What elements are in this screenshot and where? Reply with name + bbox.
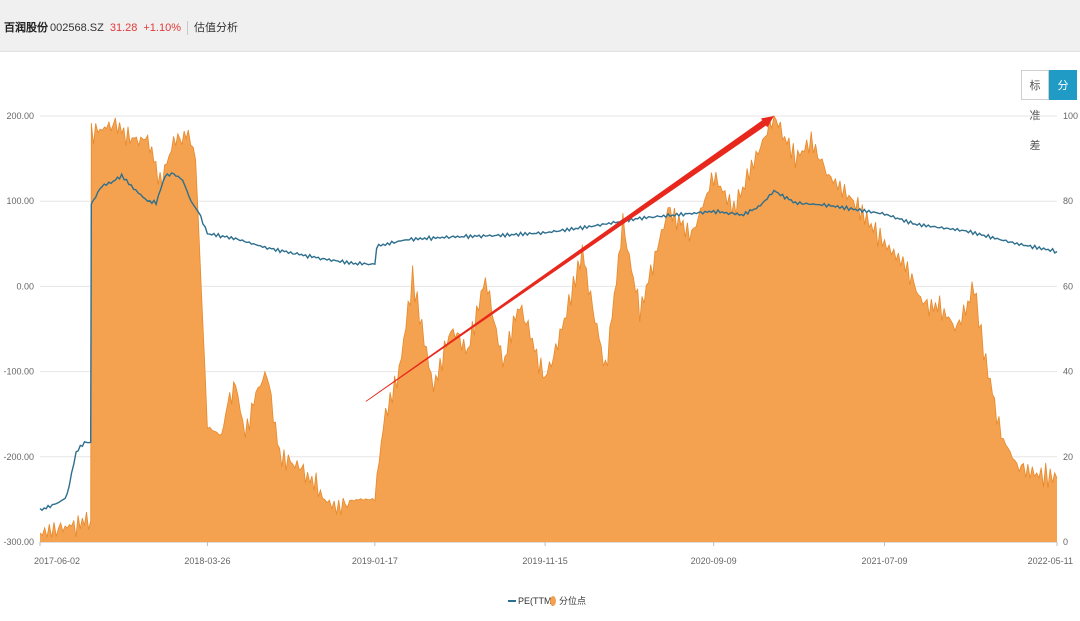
view-toggle: 标准差 分位点 bbox=[1021, 70, 1077, 152]
left-axis-ticks: 200.00 100.00 0.00 -100.00 -200.00 -300.00 bbox=[3, 111, 34, 547]
x-axis-tick-label: 2019-01-17 bbox=[352, 556, 398, 566]
left-axis-tick-label: 200.00 bbox=[6, 111, 34, 121]
left-axis-tick-label: 100.00 bbox=[6, 196, 34, 206]
percentile-area-edge bbox=[39, 114, 1058, 538]
legend-percentile-swatch bbox=[550, 596, 556, 606]
legend-percentile-label[interactable]: 分位点 bbox=[559, 595, 586, 606]
legend-pe-label[interactable]: PE(TTM) bbox=[518, 596, 555, 606]
x-axis-tick-label: 2021-07-09 bbox=[861, 556, 907, 566]
stock-name: 百润股份 bbox=[4, 22, 48, 34]
stock-info: 百润股份 002568.SZ 31.28 +1.10% 估值分析 bbox=[4, 19, 238, 36]
trend-arrow bbox=[365, 116, 774, 402]
header-divider bbox=[186, 21, 188, 36]
x-axis-tick-label: 2022-05-11 bbox=[1028, 556, 1073, 566]
left-axis-tick-label: 0.00 bbox=[16, 281, 34, 291]
left-axis-tick-label: -300.00 bbox=[3, 537, 34, 547]
pe-ttm-line bbox=[39, 172, 1058, 512]
x-axis-tick-label: 2018-03-26 bbox=[184, 556, 230, 566]
stock-header-bar: 百润股份 002568.SZ 31.28 +1.10% 估值分析 bbox=[0, 0, 1080, 52]
right-axis-tick-label: 0 bbox=[1063, 537, 1068, 547]
right-axis-tick-label: 100 bbox=[1063, 111, 1078, 121]
right-axis-tick-label: 40 bbox=[1063, 367, 1073, 377]
right-axis-tick-label: 60 bbox=[1063, 281, 1073, 291]
percentile-area bbox=[40, 116, 1057, 542]
stock-code: 002568.SZ bbox=[50, 22, 104, 34]
left-axis-tick-label: -100.00 bbox=[3, 367, 34, 377]
right-axis-tick-label: 80 bbox=[1063, 196, 1073, 206]
stock-change: +1.10% bbox=[143, 22, 181, 34]
x-axis-tick-label: 2019-11-15 bbox=[522, 556, 567, 566]
percentile-button[interactable]: 分位点 bbox=[1049, 70, 1077, 152]
trend-arrow-shape bbox=[365, 116, 774, 402]
tab-valuation-analysis[interactable]: 估值分析 bbox=[193, 22, 238, 34]
x-axis-ticks: 2017-06-02 2018-03-26 2019-01-17 2019-11-15… bbox=[34, 542, 1073, 566]
right-axis-ticks: 100 80 60 40 20 0 bbox=[1063, 111, 1078, 547]
chart-legend[interactable]: PE(TTM) 分位点 bbox=[508, 595, 586, 606]
x-axis-tick-label: 2020-09-09 bbox=[691, 556, 737, 566]
left-axis-tick-label: -200.00 bbox=[3, 452, 34, 462]
x-axis-tick-label: 2017-06-02 bbox=[34, 556, 80, 566]
right-axis-tick-label: 20 bbox=[1063, 452, 1073, 462]
stock-price: 31.28 bbox=[109, 22, 138, 34]
